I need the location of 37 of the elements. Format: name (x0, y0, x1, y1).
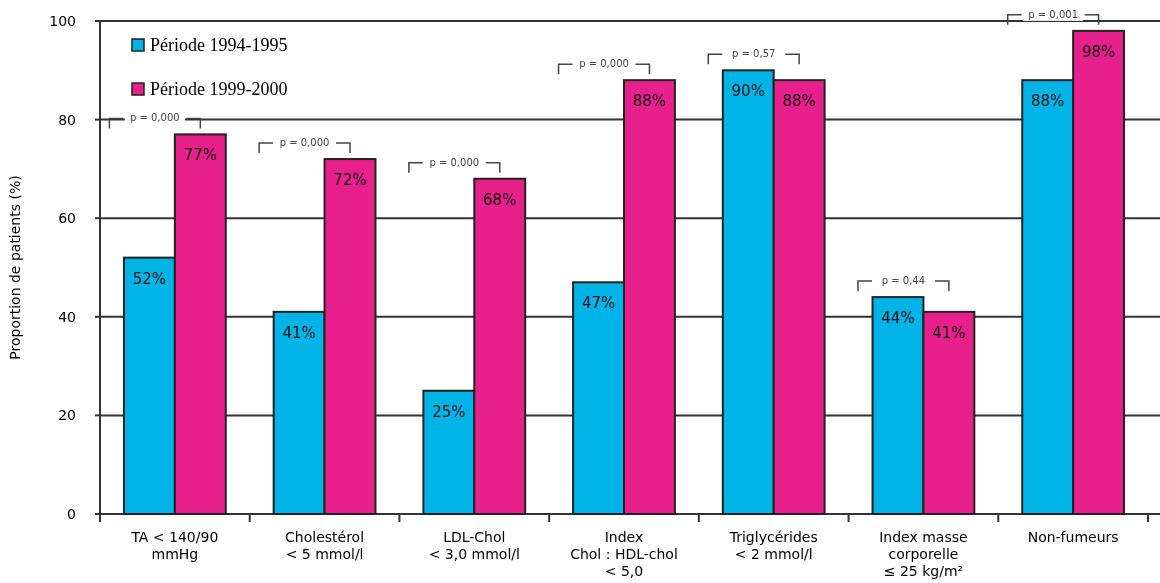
annotation: p = 0,000 (429, 156, 480, 168)
data-label: 88% (1031, 92, 1065, 111)
annotation: p = 0,000 (279, 137, 330, 149)
x-tick-label: Cholestérol < 5 mmol/l (285, 529, 365, 562)
text: p = 0,001 (1028, 8, 1078, 20)
y-axis-title: Proportion de patients (%) (7, 175, 23, 360)
x-tick-label: TA < 140/90 mmHg (130, 529, 219, 562)
data-label: 41% (282, 323, 316, 342)
y-tick-label: 0 (67, 506, 76, 522)
data-label: 41% (932, 323, 966, 342)
y-tick-label: 100 (49, 13, 76, 29)
data-label: 25% (432, 402, 466, 421)
y-tick-label: 80 (58, 111, 76, 128)
data-label: 90% (731, 82, 765, 101)
data-label: 88% (782, 92, 816, 111)
annotation: p = 0,000 (579, 58, 629, 70)
annotation: p = 0,57 (732, 48, 776, 60)
x-tick-label: Triglycérides < 2 mmol/l (728, 529, 818, 562)
x-tick-label: Index masse corporelle ≤ 25 kg/m² (879, 529, 968, 579)
x-tick-label: Non-fumeurs (1027, 529, 1119, 545)
data-label: 52% (132, 269, 167, 288)
legend-label: Période 1999-2000 (150, 79, 288, 99)
data-label: 47% (581, 294, 616, 313)
y-tick-label: 60 (58, 210, 76, 227)
data-label: 88% (632, 92, 667, 111)
data-label: 77% (183, 146, 217, 165)
data-label: 98% (1081, 42, 1116, 61)
annotation: p = 0,000 (130, 112, 180, 124)
legend-label: Période 1994-1995 (150, 35, 288, 55)
x-tick-label: LDL-Chol < 3,0 mmol/l (428, 529, 520, 562)
y-tick-label: 40 (58, 308, 76, 325)
x-tick-label: Index Chol : HDL-chol < 5,0 (570, 529, 678, 579)
data-label: 72% (333, 171, 367, 190)
y-tick-label: 20 (58, 407, 76, 424)
data-label: 68% (483, 190, 517, 209)
annotation: p = 0,44 (881, 275, 926, 287)
data-label: 44% (881, 309, 915, 328)
